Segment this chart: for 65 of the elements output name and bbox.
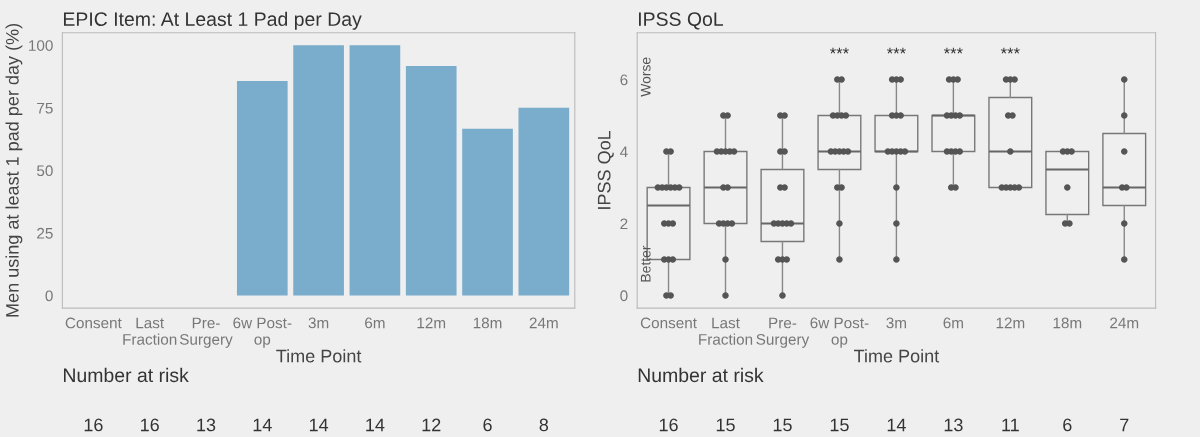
y-tick-label: 75: [37, 102, 53, 114]
text: 14: [309, 418, 329, 432]
text: 12: [422, 418, 441, 432]
x-tick-label: 12m: [996, 317, 1025, 329]
x-tick-label: 6m: [943, 317, 963, 329]
x-tick-label: Pre- Surgery: [179, 317, 233, 348]
x-tick-label: 3m: [886, 317, 906, 329]
bar: [462, 128, 513, 296]
text: 11: [1002, 418, 1019, 432]
text: 15: [830, 418, 849, 432]
text: 7: [1120, 418, 1129, 432]
bar: [405, 66, 457, 296]
chart-title: IPSS QoL: [639, 12, 724, 30]
x-axis-title: Time Point: [854, 349, 940, 363]
text: 14: [366, 418, 385, 432]
bar: [293, 45, 344, 296]
x-tick-label: Last Fraction: [699, 317, 753, 345]
x-axis-title: Time Point: [276, 349, 362, 363]
x-tick-label: Last Fraction: [123, 317, 177, 345]
x-tick-label: 6w Post- op: [233, 317, 292, 348]
annotation: Better: [640, 245, 651, 282]
text: 14: [253, 418, 272, 432]
x-tick-label: 12m: [417, 317, 446, 329]
y-axis-title: Men using at least 1 pad per day (%): [5, 24, 23, 317]
y-tick-label: 2: [620, 218, 628, 230]
text: 16: [141, 418, 159, 432]
annotation: ***: [886, 47, 906, 54]
x-tick-label: 3m: [308, 317, 329, 329]
text: 6: [483, 418, 492, 432]
y-tick-label: 50: [36, 165, 53, 177]
x-tick-label: 18m: [1053, 317, 1082, 329]
text: 14: [887, 418, 906, 432]
x-tick-label: 18m: [473, 317, 502, 329]
y-tick-label: 100: [29, 40, 53, 51]
text: 15: [716, 418, 735, 432]
text: 15: [773, 418, 792, 432]
bar: [236, 81, 288, 296]
x-tick-label: 24m: [1110, 317, 1139, 329]
x-tick-label: Pre- Surgery: [756, 317, 810, 348]
annotation: ***: [1000, 47, 1020, 54]
annotation: ***: [829, 47, 849, 54]
chart-title: EPIC Item: At Least 1 Pad per Day: [64, 11, 362, 30]
y-axis-title: IPSS QoL: [597, 130, 614, 209]
text: 13: [944, 418, 963, 432]
text: Number at risk: [64, 367, 189, 383]
annotation: Worse: [640, 57, 651, 97]
x-tick-label: 6w Post- op: [810, 317, 869, 348]
y-tick-label: 0: [45, 290, 53, 302]
y-tick-label: 4: [620, 146, 628, 158]
x-tick-label: Consent: [640, 317, 697, 329]
text: Number at risk: [638, 367, 764, 383]
x-tick-label: 24m: [529, 317, 558, 329]
y-tick-label: 0: [620, 290, 628, 302]
x-tick-label: 6m: [365, 317, 385, 329]
text: 16: [84, 418, 103, 432]
y-tick-label: 25: [37, 227, 53, 239]
text: 6: [1063, 418, 1072, 432]
text: 16: [659, 418, 678, 432]
annotation: ***: [943, 47, 963, 54]
text: 8: [539, 418, 549, 432]
bar: [518, 107, 570, 296]
x-tick-label: Consent: [65, 317, 122, 329]
bar: [349, 45, 401, 296]
text: 13: [197, 418, 216, 432]
y-tick-label: 6: [620, 74, 628, 86]
